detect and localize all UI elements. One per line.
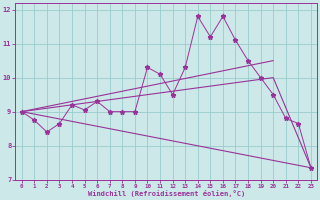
X-axis label: Windchill (Refroidissement éolien,°C): Windchill (Refroidissement éolien,°C) bbox=[88, 190, 245, 197]
